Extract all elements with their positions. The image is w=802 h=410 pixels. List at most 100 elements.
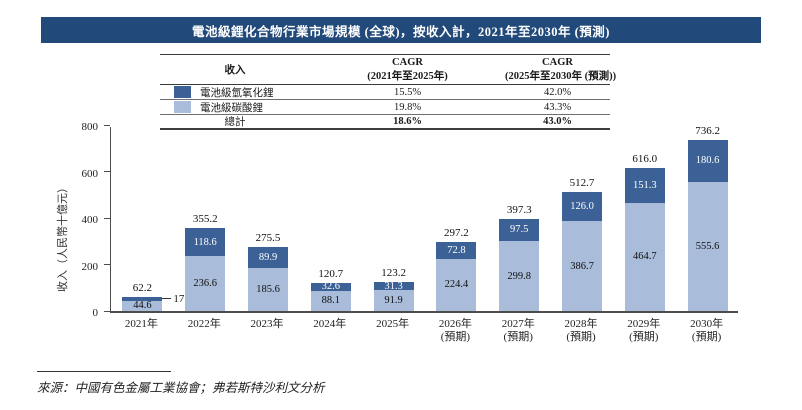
y-tick-mark [104,310,110,312]
bar-total-label: 62.2 [132,281,153,294]
y-tick-label: 200 [81,260,99,273]
y-axis-tick-labels: 0 200 400 600 800 [62,121,104,319]
cagr-table: 收入 CAGR (2021年至2025年) CAGR (2025年至2030年 … [160,54,617,130]
series-label-hydroxide: 電池級氫氧化鋰 [200,87,274,99]
y-tick-mark [104,124,110,126]
segment-value-label: 32.6 [321,281,340,293]
segment-carbonate: 386.7 [562,221,602,311]
x-tick-label: 2023年 [250,318,284,330]
bar-total-label: 355.2 [192,213,218,226]
bar-group-2028年: 126.0 386.7 [562,191,602,311]
plot-area: 44.6 62.2 17.6 118.6 236.6 355.2 89.9 185.6 275.… [104,124,738,313]
segment-value-label: 126.0 [570,200,594,212]
bar-group-2030年: 180.6 555.6 [687,139,728,311]
x-tick-label-suffix: (預期) [566,331,596,343]
segment-hydroxide: 89.9 [248,246,288,268]
table-header-cagr-2021-2025: CAGR (2021年至2025年) [310,56,505,82]
table-cell-total-label: 總計 [224,117,246,128]
bar-total-label: 512.7 [569,176,595,189]
segment-value-label: 118.6 [193,236,217,248]
bar-total-label: 123.2 [381,267,406,280]
x-tick-label-suffix: (預期) [629,331,659,343]
x-tick-label: 2024年 [313,318,347,330]
source-divider [37,371,171,372]
segment-value-label: 180.6 [695,155,720,167]
legend-swatch-carbonate [174,101,191,113]
table-cell-cagr2: 42.0% [543,86,572,98]
source-note: 來源：中國有色金屬工業協會；弗若斯特沙利文分析 [37,381,325,395]
segment-value-label: 299.8 [507,270,531,282]
segment-hydroxide [122,296,163,301]
segment-carbonate: 224.4 [436,258,477,311]
table-header-cagr-line1: CAGR [392,57,423,69]
x-tick-label-suffix: (預期) [503,331,533,343]
segment-hydroxide: 151.3 [624,167,665,203]
table-row-hydroxide: 電池級氫氧化鋰 15.5% 42.0% [160,85,610,100]
x-tick-label: 2029年 (預期) [612,318,675,344]
legend-swatch-hydroxide [174,86,191,98]
x-tick-label: 2025年 [376,318,410,330]
segment-value-label: 224.4 [444,279,469,291]
y-tick-mark [104,264,110,265]
bar-group-2029年: 151.3 464.7 [624,167,665,311]
y-tick-label: 800 [81,121,99,133]
segment-hydroxide: 118.6 [185,228,226,256]
table-cell-total-cagr1: 18.6% [393,116,422,127]
table-cell-cagr2: 43.3% [543,101,572,113]
x-tick-label-suffix: (預期) [440,331,471,343]
segment-carbonate: 44.6 [122,300,163,311]
figure-title-bar: 電池級鋰化合物行業市場規模 (全球)，按收入計，2021年至2030年 (預測) [41,17,761,43]
segment-value-label: 72.8 [447,244,466,256]
table-row-total: 總計 18.6% 43.0% [160,115,610,130]
segment-carbonate: 236.6 [185,255,226,311]
segment-value-label: 464.7 [632,251,657,263]
segment-value-label: 97.5 [510,224,529,236]
bar-group-2027年: 97.5 299.8 [499,218,540,311]
bar-total-label: 616.0 [632,152,658,165]
segment-value-label: 88.1 [321,295,340,307]
y-tick-label: 0 [92,307,99,319]
segment-hydroxide: 72.8 [436,241,477,259]
bar-total-label: 275.5 [255,231,281,244]
bar-total-label: 397.3 [506,203,532,216]
table-header-cagr-line2: (2025年至2030年 (預測)) [505,70,617,82]
figure-title: 電池級鋰化合物行業市場規模 (全球)，按收入計，2021年至2030年 (預測) [192,24,610,39]
segment-carbonate: 88.1 [310,290,351,311]
callout-line [162,297,172,299]
x-tick-label: 2021年 [124,318,158,330]
segment-carbonate: 299.8 [499,241,540,311]
segment-hydroxide: 97.5 [499,218,540,242]
segment-carbonate: 91.9 [373,289,414,311]
segment-carbonate: 555.6 [687,181,728,311]
segment-value-label: 89.9 [258,251,278,263]
bar-group-2022年: 118.6 236.6 [185,228,226,311]
bar-total-label: 736.2 [695,124,720,137]
bar-total-label: 120.7 [318,267,344,280]
table-header-cagr-line2: (2021年至2025年) [367,70,448,82]
series-label-carbonate: 電池級碳酸鋰 [200,102,263,114]
segment-hydroxide: 180.6 [687,139,728,182]
x-tick-label: 2026年 (預期) [424,318,487,344]
x-tick-label: 2027年 (預期) [487,318,550,344]
segment-carbonate: 185.6 [248,267,288,311]
table-cell-label: 電池級碳酸鋰 [160,100,310,115]
bar-group-2024年: 32.6 88.1 [310,281,351,311]
segment-hydroxide: 126.0 [562,191,602,222]
table-cell-cagr1: 15.5% [393,86,422,98]
table-header-row: 收入 CAGR (2021年至2025年) CAGR (2025年至2030年 … [160,54,617,85]
bar-group-2026年: 72.8 224.4 [436,241,477,311]
y-tick-mark [104,217,110,219]
table-cell-label: 電池級氫氧化鋰 [160,85,310,100]
x-tick-label-suffix: (預期) [691,331,722,343]
table-header-cagr-2025-2030: CAGR (2025年至2030年 (預測)) [505,56,617,82]
bar-group-2023年: 89.9 185.6 [248,246,288,311]
segment-carbonate: 464.7 [624,202,665,311]
x-tick-label: 2030年 (預期) [675,318,738,344]
segment-value-label: 236.6 [193,277,217,289]
segment-value-label: 31.3 [384,280,403,292]
segment-value-label: 386.7 [570,260,594,272]
bar-total-label: 297.2 [444,226,469,239]
x-tick-label: 2022年 [187,318,221,330]
table-header-cagr-line1: CAGR [542,57,573,69]
